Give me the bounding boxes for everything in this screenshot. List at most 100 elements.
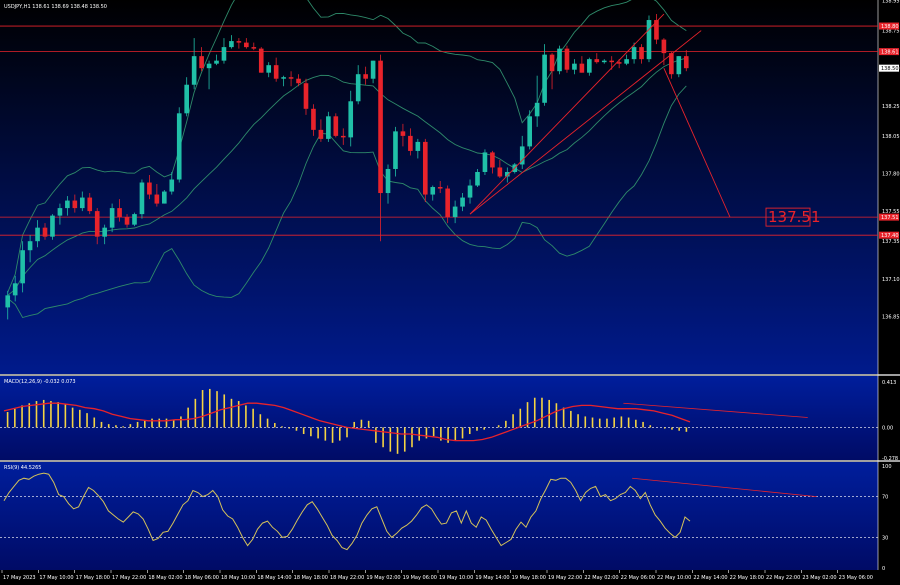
candle-body xyxy=(318,129,324,139)
price-tick-label: 137.10 xyxy=(882,277,900,283)
candle-body xyxy=(549,54,555,72)
candle-body xyxy=(27,241,33,251)
candle-body xyxy=(87,197,93,212)
candle-body xyxy=(683,56,689,69)
candle-body xyxy=(199,56,204,69)
candle-body xyxy=(363,74,368,79)
candle-body xyxy=(176,113,182,180)
candle-body xyxy=(57,208,63,216)
price-tick-label: 137.80 xyxy=(882,171,900,177)
macd-signal-line xyxy=(3,402,691,442)
candle-body xyxy=(273,65,279,79)
time-tick-label: 22 May 18:00 xyxy=(730,575,764,581)
rsi-tick-label: 30 xyxy=(882,535,888,541)
candle-body xyxy=(393,131,398,169)
candle-body xyxy=(102,227,107,237)
candle-body xyxy=(572,63,577,70)
price-tag-label: 137.51 xyxy=(881,215,899,221)
candle-body xyxy=(639,47,644,60)
time-tick-label: 22 May 22:00 xyxy=(766,575,800,581)
time-tick-label: 23 May 02:00 xyxy=(802,575,836,581)
time-tick-label: 19 May 10:00 xyxy=(439,575,473,581)
time-tick-label: 22 May 14:00 xyxy=(693,575,727,581)
price-tag-label: 137.40 xyxy=(881,233,899,239)
rsi-divergence-line xyxy=(632,477,817,497)
candle-body xyxy=(340,135,346,138)
rsi-line xyxy=(3,472,691,551)
time-tick-label: 19 May 22:00 xyxy=(548,575,582,581)
time-tick-label: 23 May 06:00 xyxy=(839,575,873,581)
candle-body xyxy=(311,108,316,130)
price-tick-label: 136.85 xyxy=(882,314,900,320)
candle-body xyxy=(467,185,473,198)
candle-body xyxy=(348,101,354,138)
bollinger-lower-band xyxy=(7,85,687,319)
rsi-plot xyxy=(0,472,878,551)
candle-body xyxy=(609,60,615,63)
candle-body xyxy=(445,188,450,218)
candle-body xyxy=(42,227,48,237)
candle-body xyxy=(94,211,100,237)
candle-body xyxy=(214,60,219,64)
time-tick-label: 17 May 2023 xyxy=(3,575,36,581)
price-tag-label: 138.61 xyxy=(881,50,899,56)
price-panel-bg xyxy=(0,0,878,374)
candle-body xyxy=(266,65,272,73)
candle-body xyxy=(5,295,11,308)
candle-body xyxy=(422,141,428,195)
price-tag xyxy=(879,213,899,221)
candle-body xyxy=(415,141,421,151)
price-tag xyxy=(879,231,899,239)
candle-body xyxy=(184,84,189,114)
time-tick-label: 22 May 06:00 xyxy=(621,575,655,581)
rsi-panel-bg xyxy=(0,462,878,570)
trendline xyxy=(469,13,665,215)
candle-body xyxy=(258,48,264,73)
macd-tick-label: 0.00 xyxy=(882,425,893,431)
candle-body xyxy=(326,116,331,139)
rsi-tick-label: 100 xyxy=(882,464,892,470)
price-tag xyxy=(879,22,899,30)
candle-body xyxy=(303,83,309,109)
price-plot xyxy=(0,0,878,320)
candle-body xyxy=(534,102,540,117)
candle-body xyxy=(65,200,70,209)
candle-body xyxy=(482,152,488,172)
candle-body xyxy=(109,208,115,228)
candle-body xyxy=(162,191,167,204)
time-tick-label: 19 May 02:00 xyxy=(366,575,400,581)
time-tick-label: 18 May 18:00 xyxy=(294,575,328,581)
time-tick-label: 19 May 14:00 xyxy=(475,575,509,581)
candle-body xyxy=(206,63,212,69)
candle-body xyxy=(408,135,413,151)
candle-body xyxy=(221,47,227,61)
candle-body xyxy=(460,197,465,207)
candle-body xyxy=(79,197,85,209)
candle-body xyxy=(132,214,137,225)
macd-plot xyxy=(0,388,878,454)
candle-body xyxy=(497,167,503,177)
price-tick-label: 138.75 xyxy=(882,29,900,35)
candle-body xyxy=(542,54,547,103)
time-tick-label: 17 May 18:00 xyxy=(76,575,110,581)
price-tag-label: 138.80 xyxy=(881,24,899,30)
candle-body xyxy=(437,187,443,189)
candle-body xyxy=(527,116,532,147)
candle-body xyxy=(400,131,406,136)
macd-divergence-line xyxy=(623,402,808,418)
price-tick-label: 138.25 xyxy=(882,104,900,110)
time-tick-label: 22 May 02:00 xyxy=(584,575,618,581)
candle-body xyxy=(236,41,242,43)
time-tick-label: 18 May 22:00 xyxy=(330,575,364,581)
candle-body xyxy=(244,42,249,48)
candle-body xyxy=(20,250,25,284)
price-tick-label: 137.55 xyxy=(882,209,900,215)
macd-title: MACD(12,26,9) -0.032 0.073 xyxy=(4,379,76,385)
candle-body xyxy=(676,56,682,75)
candle-body xyxy=(631,47,637,60)
candle-body xyxy=(475,171,480,186)
candle-body xyxy=(251,47,257,49)
bollinger-upper-band xyxy=(7,0,687,293)
candle-body xyxy=(579,63,585,73)
candle-body xyxy=(191,56,197,85)
